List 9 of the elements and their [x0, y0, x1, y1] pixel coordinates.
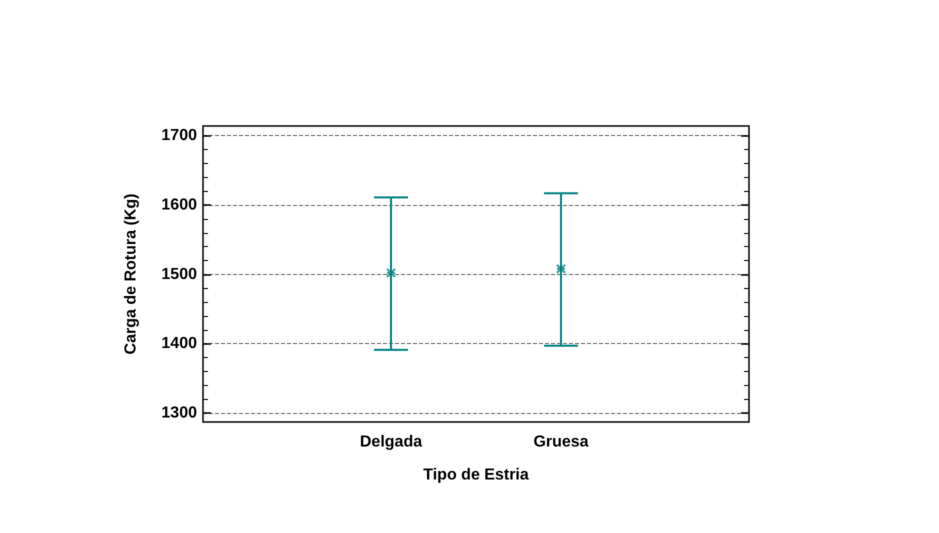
y-tick-label: 1300	[161, 404, 198, 422]
y-tick-label: 1700	[161, 127, 198, 144]
x-tick-label: Gruesa	[533, 434, 589, 450]
y-tick-label: 1600	[161, 196, 198, 214]
y-axis-title: Carga de Rotura (Kg)	[122, 194, 140, 354]
y-tick-label: 1400	[161, 335, 198, 352]
x-tick-label: Delgada	[360, 434, 422, 450]
x-axis-title: Tipo de Estria	[423, 466, 529, 484]
y-tick-label: 1500	[161, 266, 198, 283]
